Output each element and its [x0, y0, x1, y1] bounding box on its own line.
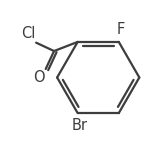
Text: Cl: Cl: [21, 26, 35, 41]
Text: O: O: [33, 71, 45, 86]
Text: F: F: [116, 22, 124, 37]
Text: Br: Br: [71, 118, 87, 133]
